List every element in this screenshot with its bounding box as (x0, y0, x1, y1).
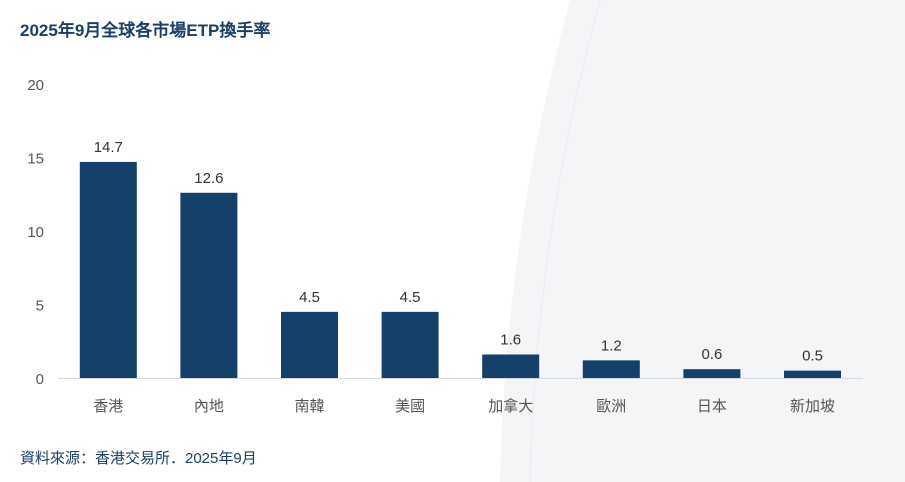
chart-title: 2025年9月全球各市場ETP換手率 (20, 21, 271, 40)
data-label: 4.5 (400, 289, 421, 306)
bar (79, 161, 137, 378)
y-tick-label: 15 (27, 151, 44, 168)
bar (281, 311, 338, 378)
x-tick-label: 加拿大 (488, 397, 533, 415)
data-label: 0.5 (802, 348, 823, 365)
bar (482, 354, 540, 378)
bar (381, 311, 439, 378)
data-label: 1.6 (500, 331, 521, 348)
y-tick-label: 10 (27, 224, 44, 241)
y-tick-label: 0 (36, 371, 44, 388)
x-tick-label: 美國 (395, 398, 425, 415)
data-label: 1.2 (601, 337, 622, 354)
x-tick-label: 南韓 (294, 398, 324, 415)
data-label: 4.5 (299, 289, 320, 306)
bar (683, 369, 741, 378)
data-label: 12.6 (194, 170, 223, 187)
y-tick-label: 20 (27, 77, 44, 94)
bar (582, 360, 640, 378)
data-label: 14.7 (94, 139, 123, 156)
bar (180, 192, 238, 378)
x-tick-label: 內地 (194, 398, 224, 415)
data-label: 0.6 (701, 346, 722, 363)
y-tick-label: 5 (36, 298, 44, 315)
x-tick-label: 新加坡 (790, 398, 835, 415)
source-note: 資料來源：香港交易所．2025年9月 (20, 450, 257, 467)
x-tick-label: 香港 (93, 398, 123, 415)
x-tick-label: 歐洲 (596, 398, 626, 415)
x-tick-label: 日本 (697, 398, 727, 415)
bar (784, 370, 841, 378)
